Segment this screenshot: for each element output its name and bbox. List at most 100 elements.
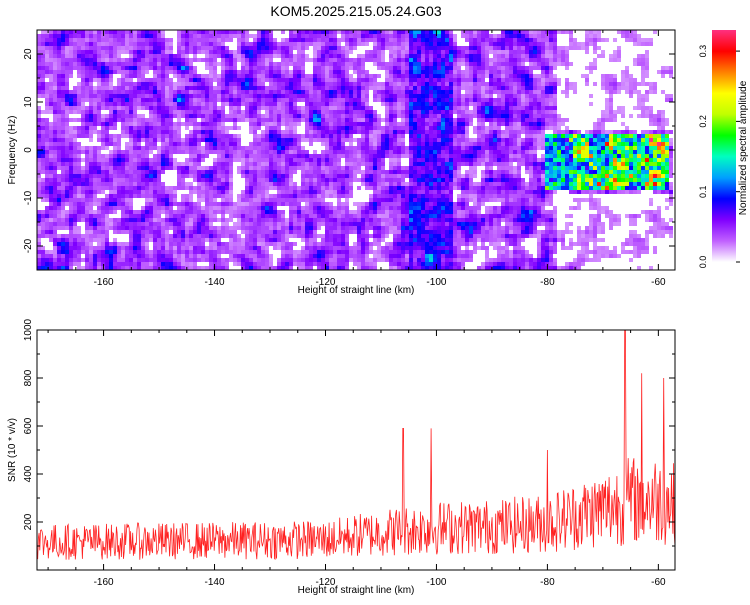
spectrogram-cell xyxy=(205,134,209,138)
spectrogram-cell xyxy=(557,158,561,162)
spectrogram-cell xyxy=(381,66,385,70)
spectrogram-cell xyxy=(321,118,325,122)
spectrogram-cell xyxy=(593,42,597,46)
spectrogram-cell xyxy=(329,94,333,98)
spectrogram-cell xyxy=(381,38,385,42)
spectrogram-cell xyxy=(473,78,477,82)
spectrogram-cell xyxy=(289,118,293,122)
spectrogram-cell xyxy=(205,102,209,106)
spectrogram-cell xyxy=(121,42,125,46)
spectrogram-cell xyxy=(305,122,309,126)
spectrogram-cell xyxy=(533,98,537,102)
spectrogram-cell xyxy=(525,94,529,98)
spectrogram-cell xyxy=(613,154,617,158)
spectrogram-cell xyxy=(441,46,445,50)
spectrogram-cell xyxy=(501,110,505,114)
spectrogram-cell xyxy=(101,66,105,70)
spectrogram-cell xyxy=(361,78,365,82)
spectrogram-cell xyxy=(637,134,641,138)
spectrogram-cell xyxy=(393,102,397,106)
spectrogram-cell xyxy=(325,42,329,46)
spectrogram-cell xyxy=(469,158,473,162)
spectrogram-cell xyxy=(253,70,257,74)
spectrogram-cell xyxy=(257,38,261,42)
spectrogram-cell xyxy=(373,86,377,90)
spectrogram-cell xyxy=(61,46,65,50)
spectrogram-cell xyxy=(641,102,645,106)
spectrogram-cell xyxy=(457,122,461,126)
spectrogram-cell xyxy=(465,98,469,102)
spectrogram-cell xyxy=(373,122,377,126)
spectrogram-cell xyxy=(157,66,161,70)
spectrogram-cell xyxy=(341,90,345,94)
spectrogram-cell xyxy=(409,114,413,118)
spectrogram-cell xyxy=(357,110,361,114)
spectrogram-cell xyxy=(261,54,265,58)
spectrogram-cell xyxy=(553,114,557,118)
spectrogram-cell xyxy=(205,170,209,174)
spectrogram-cell xyxy=(417,58,421,62)
spectrogram-cell xyxy=(313,126,317,130)
spectrogram-cell xyxy=(557,62,561,66)
spectrogram-cell xyxy=(565,146,569,150)
spectrogram-cell xyxy=(85,114,89,118)
spectrogram-cell xyxy=(193,46,197,50)
spectrogram-cell xyxy=(69,134,73,138)
spectrogram-cell xyxy=(509,130,513,134)
spectrogram-cell xyxy=(277,62,281,66)
spectrogram-cell xyxy=(397,110,401,114)
spectrogram-cell xyxy=(597,162,601,166)
spectrogram-cell xyxy=(397,150,401,154)
spectrogram-cell xyxy=(89,122,93,126)
spectrogram-cell xyxy=(265,114,269,118)
spectrogram-cell xyxy=(189,170,193,174)
spectrogram-cell xyxy=(129,58,133,62)
spectrogram-cell xyxy=(537,122,541,126)
spectrogram-cell xyxy=(609,162,613,166)
spectrogram-cell xyxy=(345,150,349,154)
spectrogram-cell xyxy=(669,158,673,162)
spectrogram-cell xyxy=(357,42,361,46)
spectrogram-cell xyxy=(293,34,297,38)
spectrogram-cell xyxy=(293,54,297,58)
spectrogram-cell xyxy=(357,126,361,130)
spectrogram-cell xyxy=(209,50,213,54)
spectrogram-cell xyxy=(237,90,241,94)
spectrogram-cell xyxy=(385,122,389,126)
spectrogram-cell xyxy=(97,154,101,158)
spectrogram-cell xyxy=(453,162,457,166)
spectrogram-cell xyxy=(269,90,273,94)
spectrogram-cell xyxy=(529,158,533,162)
spectrogram-cell xyxy=(525,50,529,54)
spectrogram-cell xyxy=(129,110,133,114)
spectrogram-cell xyxy=(445,134,449,138)
spectrogram-cell xyxy=(625,74,629,78)
spectrogram-cell xyxy=(445,166,449,170)
spectrogram-cell xyxy=(105,94,109,98)
spectrogram-cell xyxy=(521,58,525,62)
spectrogram-cell xyxy=(373,170,377,174)
spectrogram-cell xyxy=(325,138,329,142)
spectrogram-cell xyxy=(565,50,569,54)
spectrogram-cell xyxy=(413,94,417,98)
spectrogram-cell xyxy=(165,94,169,98)
spectrogram-cell xyxy=(73,102,77,106)
spectrogram-cell xyxy=(309,134,313,138)
spectrogram-cell xyxy=(113,146,117,150)
spectrogram-cell xyxy=(89,158,93,162)
spectrogram-cell xyxy=(389,50,393,54)
spectrogram-cell xyxy=(557,150,561,154)
spectrogram-cell xyxy=(333,50,337,54)
spectrogram-cell xyxy=(393,86,397,90)
spectrogram-cell xyxy=(41,54,45,58)
spectrogram-cell xyxy=(69,174,73,178)
spectrogram-cell xyxy=(85,82,89,86)
spectrogram-cell xyxy=(245,166,249,170)
spectrogram-cell xyxy=(345,170,349,174)
spectrogram-cell xyxy=(345,98,349,102)
spectrogram-cell xyxy=(249,54,253,58)
spectrogram-cell xyxy=(509,54,513,58)
spectrogram-cell xyxy=(537,110,541,114)
spectrogram-cell xyxy=(345,154,349,158)
spectrogram-cell xyxy=(513,90,517,94)
